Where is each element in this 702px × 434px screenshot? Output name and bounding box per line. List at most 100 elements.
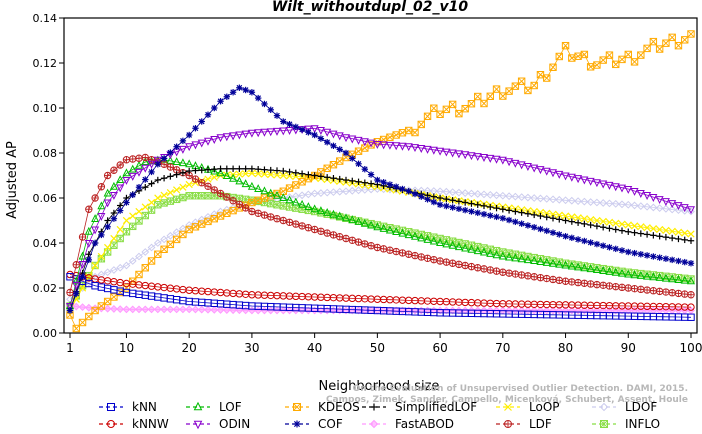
data-point (267, 170, 275, 179)
data-point (668, 306, 677, 315)
data-point (216, 189, 225, 198)
data-point (674, 202, 683, 211)
data-point (329, 130, 338, 139)
data-point (204, 182, 212, 191)
data-point (367, 139, 376, 148)
data-point (260, 128, 269, 137)
data-point (581, 220, 588, 228)
data-point (649, 287, 658, 295)
data-point (273, 167, 281, 174)
data-point (135, 154, 143, 162)
data-point (298, 199, 307, 208)
data-point (675, 235, 682, 243)
data-point (91, 272, 99, 281)
data-point (536, 256, 545, 265)
data-point (399, 185, 406, 193)
data-point (511, 192, 520, 201)
y-tick-label: 0.06 (33, 192, 58, 205)
data-point (650, 253, 657, 260)
data-point (618, 200, 626, 209)
data-point (160, 153, 169, 162)
data-point (329, 231, 338, 239)
data-point (254, 94, 262, 102)
data-point (555, 195, 564, 204)
data-point (580, 50, 589, 59)
data-point (605, 218, 614, 226)
data-point (279, 171, 287, 180)
data-point (549, 195, 557, 204)
data-point (285, 218, 294, 227)
data-point (618, 283, 626, 292)
data-point (656, 225, 664, 234)
data-point (122, 261, 131, 270)
data-point (687, 237, 695, 244)
data-point (211, 104, 218, 112)
data-point (505, 158, 514, 167)
data-point (593, 198, 601, 207)
data-point (160, 199, 168, 207)
data-point (574, 262, 583, 271)
data-point (542, 306, 551, 315)
data-point (630, 187, 639, 196)
data-point (630, 58, 639, 66)
data-point (542, 167, 551, 176)
data-point (248, 207, 256, 216)
data-point (417, 233, 426, 242)
data-point (624, 221, 632, 229)
data-point (555, 52, 563, 61)
data-point (261, 166, 268, 173)
data-point (110, 166, 118, 174)
data-point (248, 169, 256, 177)
data-point (367, 242, 375, 250)
data-point (467, 100, 476, 108)
data-point (612, 219, 620, 227)
data-point (649, 194, 658, 203)
data-point (561, 306, 570, 315)
data-point (280, 118, 287, 125)
data-point (668, 234, 676, 242)
data-point (323, 164, 331, 173)
data-point (624, 185, 633, 194)
data-point (323, 174, 331, 181)
data-point (505, 252, 514, 261)
data-point (543, 213, 550, 221)
data-point (498, 191, 507, 200)
data-point (154, 250, 162, 258)
data-point (674, 289, 683, 298)
data-point (78, 284, 87, 292)
data-point (197, 215, 206, 224)
data-point (599, 281, 607, 289)
legend-item-ldof: LDOF (592, 400, 657, 414)
data-point (605, 181, 614, 190)
data-point (223, 209, 231, 218)
data-point (587, 221, 594, 229)
data-point (436, 110, 444, 118)
data-point (361, 240, 369, 248)
data-point (204, 111, 212, 118)
data-point (129, 222, 137, 231)
data-point (524, 272, 532, 280)
data-point (104, 217, 111, 224)
data-point (649, 224, 657, 233)
legend-label: LDF (529, 417, 552, 431)
data-point (680, 206, 689, 215)
data-point (235, 170, 243, 178)
data-point (110, 241, 118, 249)
data-point (480, 202, 488, 210)
data-point (643, 231, 651, 238)
data-point (580, 176, 589, 185)
data-point (335, 211, 344, 220)
data-point (686, 206, 696, 215)
series-line (69, 195, 692, 307)
data-point (405, 126, 413, 135)
data-point (316, 126, 325, 135)
data-point (267, 166, 274, 174)
data-point (79, 273, 86, 280)
data-point (668, 200, 677, 209)
data-point (542, 257, 551, 266)
data-point (141, 211, 149, 220)
data-point (630, 222, 639, 230)
data-point (662, 226, 670, 235)
data-point (561, 277, 570, 285)
data-point (498, 156, 507, 165)
